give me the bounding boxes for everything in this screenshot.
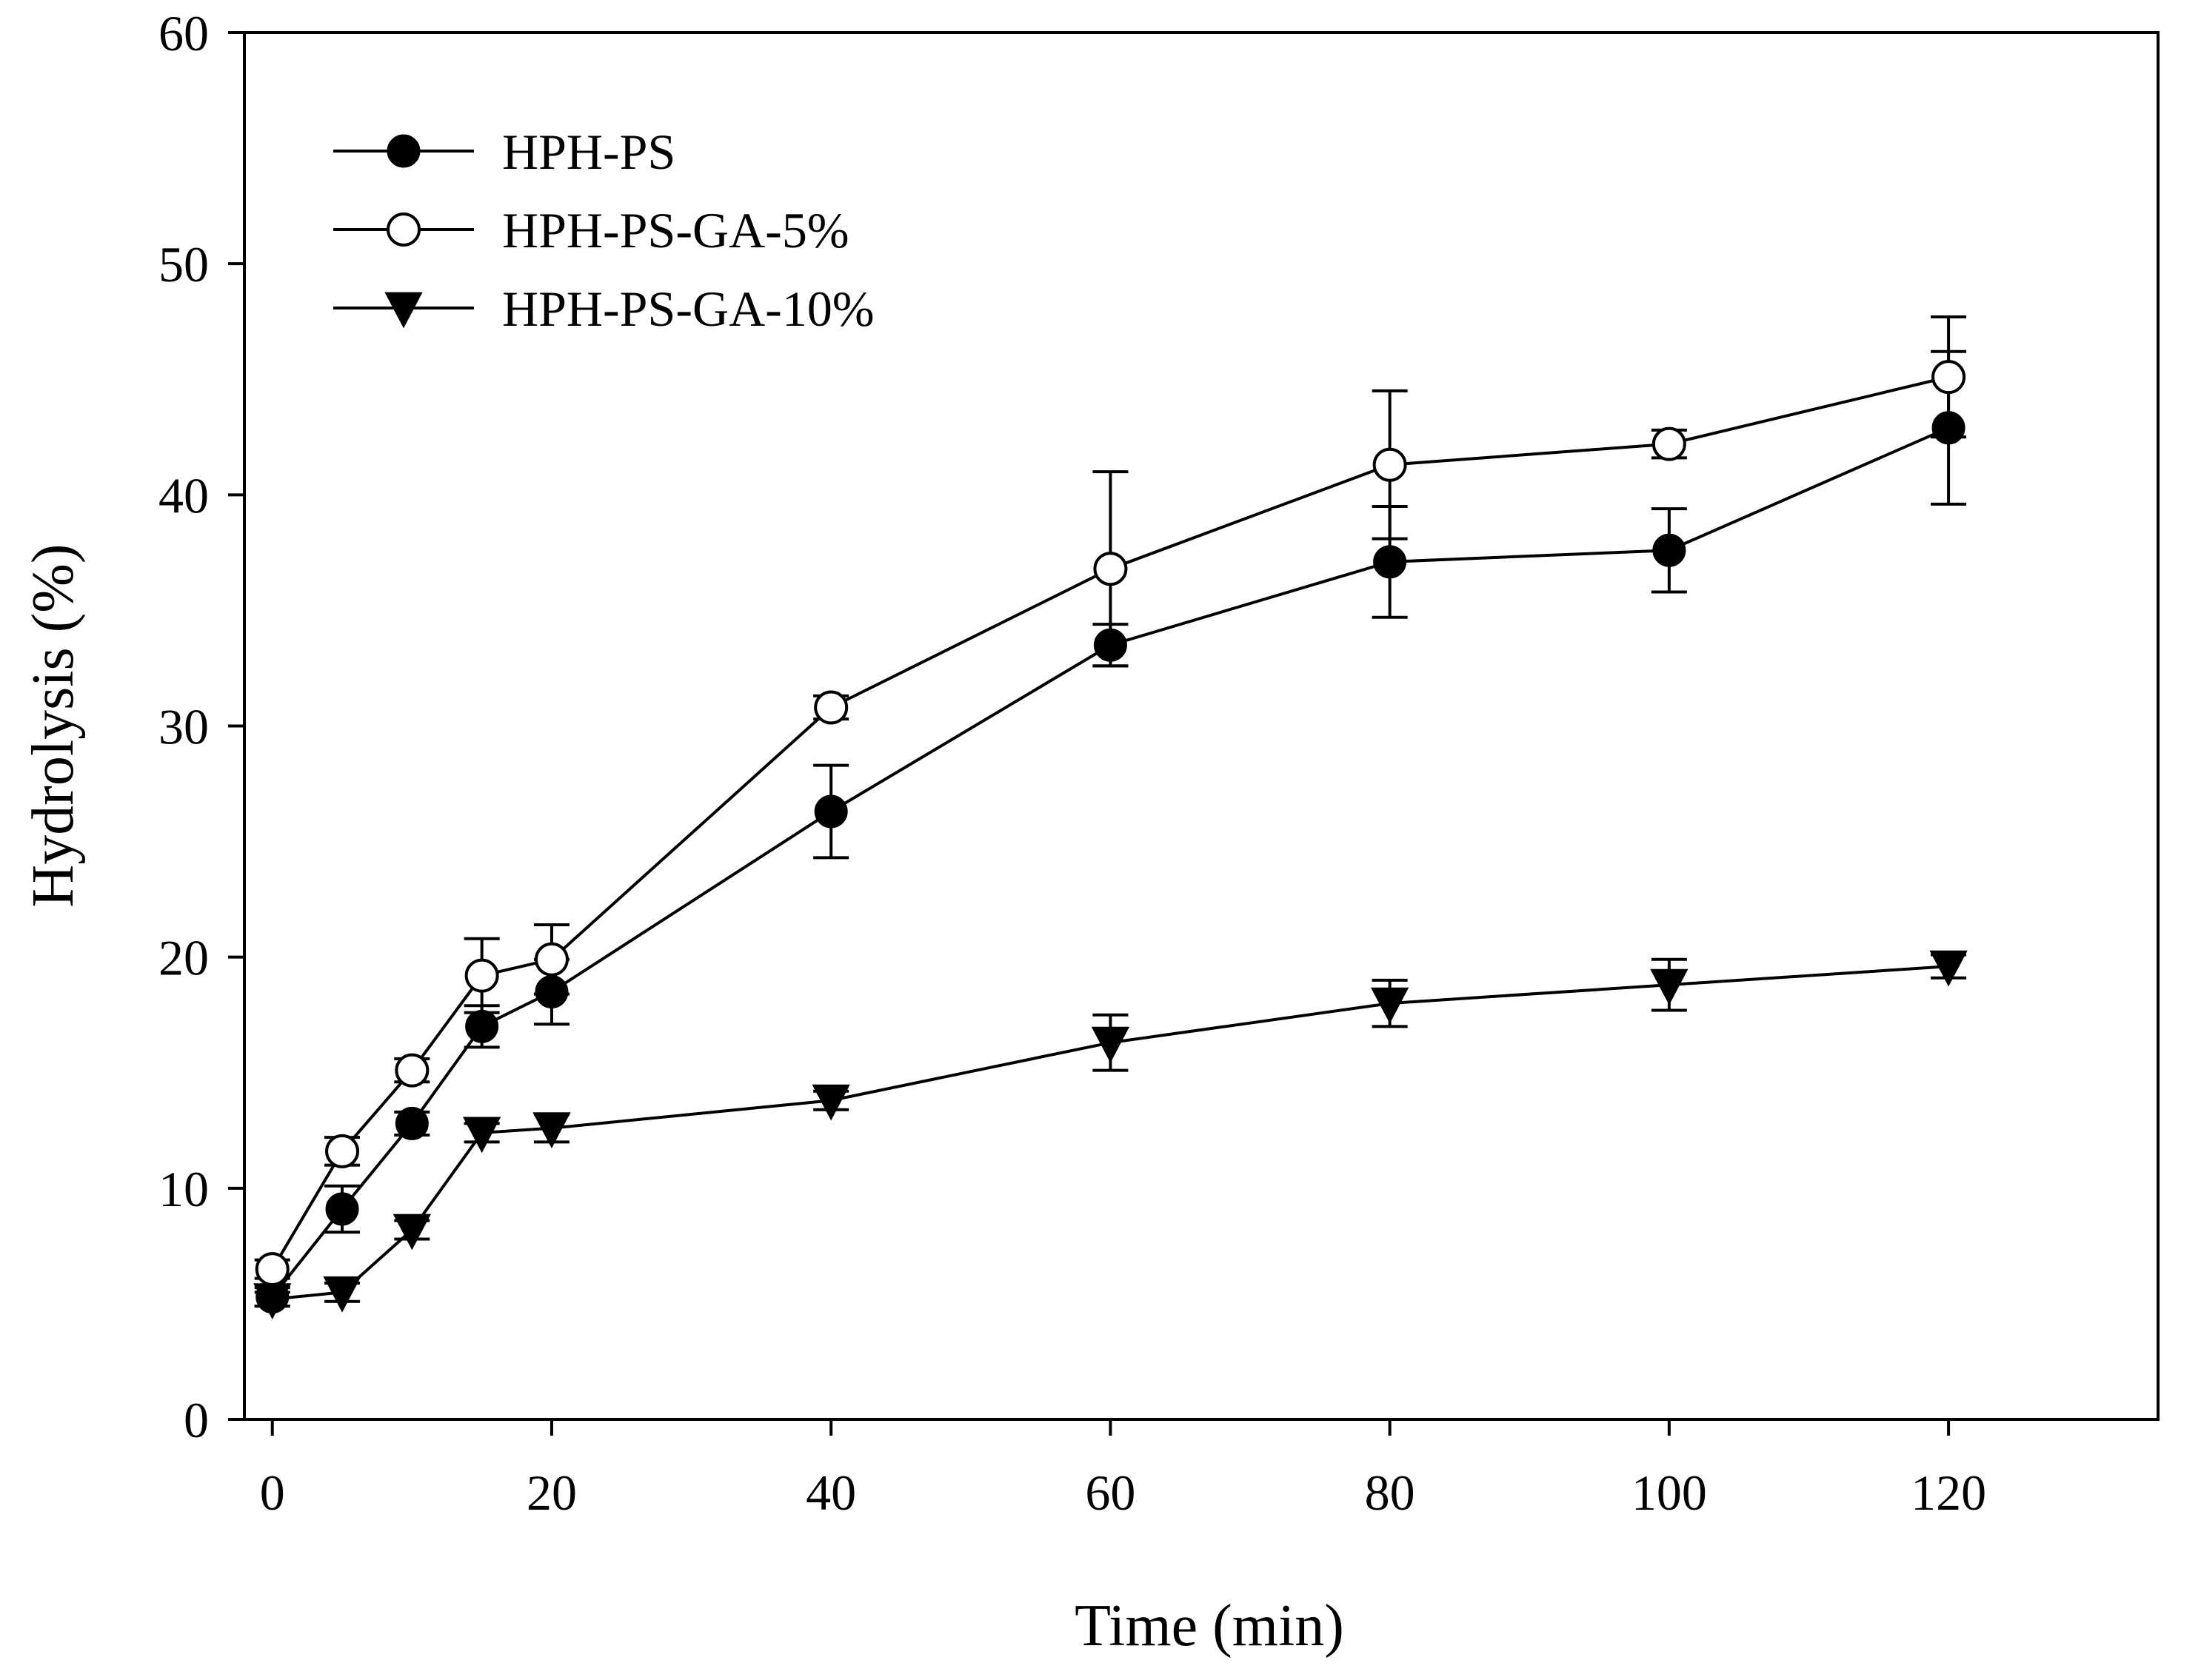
legend: HPH-PS HPH-PS-GA-5% HPH-PS-GA-10%: [333, 124, 874, 337]
y-tick-label: 20: [158, 930, 209, 986]
data-point: [1652, 533, 1686, 567]
x-tick-label: 0: [260, 1465, 285, 1521]
data-point: [1931, 360, 1966, 395]
data-point: [814, 690, 849, 725]
x-tick-label: 20: [527, 1465, 577, 1521]
legend-marker: [384, 292, 423, 329]
data-point: [465, 1009, 499, 1043]
legend-item: HPH-PS: [333, 124, 675, 180]
data-point: [323, 1276, 361, 1313]
data-point: [325, 1192, 359, 1226]
legend-label: HPH-PS-GA-10%: [502, 281, 874, 337]
series-3: [253, 950, 1968, 1320]
y-axis: 0 10 20 30 40 50 60: [158, 5, 244, 1448]
x-tick-label: 80: [1365, 1465, 1415, 1521]
series-line: [272, 965, 1949, 1301]
data-point: [393, 1214, 431, 1251]
data-point: [1091, 1026, 1130, 1063]
data-point: [255, 1252, 290, 1287]
data-point: [534, 942, 569, 977]
data-point: [253, 1283, 292, 1320]
y-tick-label: 60: [158, 5, 209, 61]
y-tick-label: 10: [158, 1161, 209, 1217]
x-tick-label: 60: [1085, 1465, 1135, 1521]
x-tick-label: 40: [806, 1465, 856, 1521]
data-point: [464, 958, 499, 993]
data-point: [462, 1117, 501, 1154]
series-layer: [253, 315, 1968, 1320]
y-tick-label: 50: [158, 236, 209, 292]
data-point: [395, 1053, 430, 1088]
data-point: [1929, 950, 1968, 987]
data-point: [532, 1112, 571, 1149]
data-point: [1650, 968, 1689, 1005]
x-tick-label: 100: [1631, 1465, 1707, 1521]
x-axis-title: Time (min): [1075, 1593, 1344, 1659]
data-point: [325, 1134, 360, 1168]
data-point: [814, 794, 848, 829]
y-axis-title: Hydrolysis (%): [21, 543, 86, 907]
data-point: [1093, 552, 1128, 586]
legend-marker: [387, 212, 421, 247]
data-point: [395, 1106, 429, 1140]
x-tick-label: 120: [1911, 1465, 1986, 1521]
series-line: [271, 426, 1949, 1298]
legend-label: HPH-PS: [502, 124, 675, 180]
data-point: [1372, 447, 1407, 482]
series-line: [271, 375, 1949, 1271]
x-axis: 0 20 40 60 80 100 120: [260, 1419, 1986, 1521]
legend-item: HPH-PS-GA-10%: [333, 281, 874, 337]
y-tick-label: 40: [158, 467, 209, 523]
legend-label: HPH-PS-GA-5%: [502, 202, 849, 258]
data-point: [1370, 987, 1409, 1024]
y-tick-label: 30: [158, 699, 209, 755]
legend-marker: [387, 134, 421, 168]
legend-item: HPH-PS-GA-5%: [333, 202, 849, 258]
data-point: [1651, 426, 1686, 461]
data-point: [812, 1084, 850, 1121]
y-tick-label: 0: [184, 1392, 209, 1448]
series-2: [254, 315, 1967, 1287]
data-point: [1373, 545, 1407, 579]
